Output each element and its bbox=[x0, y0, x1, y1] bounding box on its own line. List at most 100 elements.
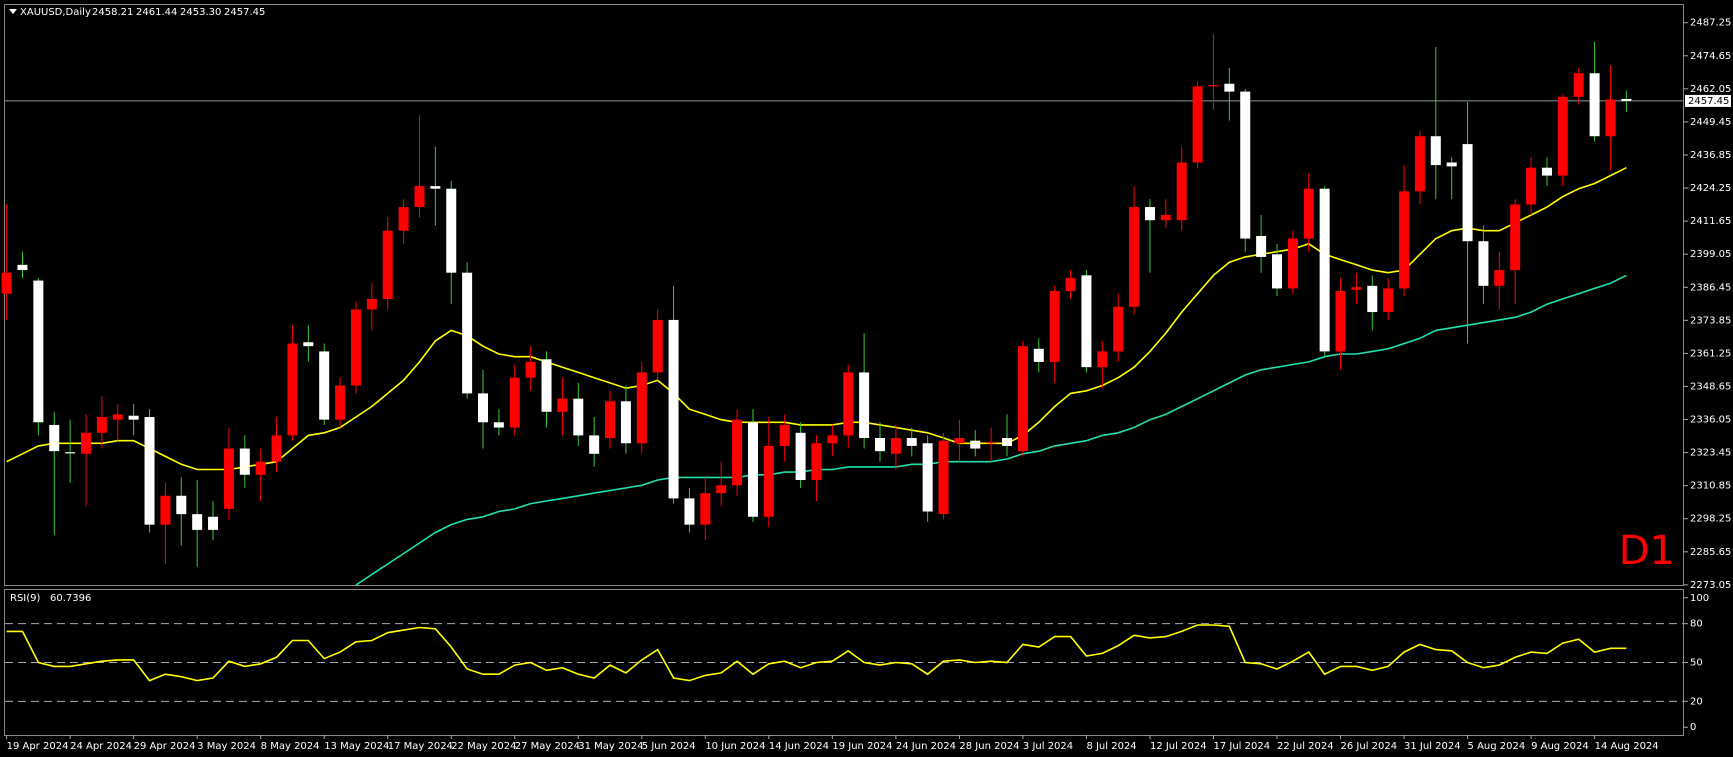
candle-body bbox=[1160, 214, 1171, 221]
candle-body bbox=[922, 443, 933, 512]
y-tick-label: 100 bbox=[1690, 593, 1709, 604]
y-tick-label: 2411.65 bbox=[1690, 216, 1731, 227]
y-tick-label: 2386.45 bbox=[1690, 282, 1731, 293]
ohlc-label: 2461.44 bbox=[136, 7, 177, 18]
candle-body bbox=[732, 419, 743, 486]
candle-body bbox=[255, 461, 266, 475]
candle-body bbox=[1192, 86, 1203, 163]
candle-body bbox=[1557, 96, 1568, 176]
candle-body bbox=[620, 401, 631, 444]
candle-body bbox=[1621, 98, 1632, 101]
candle-body bbox=[890, 438, 901, 454]
candle-body bbox=[1065, 277, 1076, 292]
candle-body bbox=[1494, 270, 1505, 286]
ohlc-label: 2453.30 bbox=[180, 7, 221, 18]
x-tick-label: 26 Jul 2024 bbox=[1341, 741, 1398, 752]
y-tick-label: 2424.25 bbox=[1690, 183, 1731, 194]
x-tick-label: 22 Jul 2024 bbox=[1277, 741, 1334, 752]
candle-body bbox=[1144, 207, 1155, 221]
x-tick-label: 10 Jun 2024 bbox=[705, 741, 765, 752]
candle-body bbox=[1510, 204, 1521, 271]
candle-body bbox=[1399, 191, 1410, 289]
candle-body bbox=[1240, 91, 1251, 239]
candle-body bbox=[160, 495, 171, 525]
candle-body bbox=[223, 448, 234, 509]
y-tick-label: 2436.85 bbox=[1690, 150, 1731, 161]
y-tick-label: 2474.65 bbox=[1690, 51, 1731, 62]
candle-body bbox=[96, 417, 107, 433]
candle-body bbox=[573, 398, 584, 436]
candle-body bbox=[1446, 162, 1457, 167]
y-tick-label: 50 bbox=[1690, 658, 1703, 669]
candle-body bbox=[684, 498, 695, 525]
candle-body bbox=[541, 359, 552, 412]
candle-body bbox=[414, 186, 425, 208]
candle-body bbox=[986, 441, 997, 444]
timeframe-label: D1 bbox=[1619, 528, 1675, 574]
candle-body bbox=[239, 448, 250, 475]
candle-body bbox=[1351, 287, 1362, 290]
candle-body bbox=[1589, 73, 1600, 137]
candle-body bbox=[1541, 167, 1552, 176]
x-tick-label: 31 May 2024 bbox=[578, 741, 643, 752]
candle-body bbox=[1256, 235, 1267, 257]
candle-body bbox=[1, 272, 12, 294]
candle-body bbox=[462, 272, 473, 394]
candle-body bbox=[1049, 291, 1060, 362]
y-tick-label: 2399.05 bbox=[1690, 249, 1731, 260]
x-tick-label: 13 May 2024 bbox=[324, 741, 389, 752]
x-tick-label: 27 May 2024 bbox=[515, 741, 580, 752]
candle-body bbox=[1017, 346, 1028, 452]
header: XAUUSD,Daily 2458.21 2461.44 2453.30 245… bbox=[9, 7, 265, 18]
candle-body bbox=[779, 424, 790, 446]
x-tick-label: 5 Aug 2024 bbox=[1468, 741, 1526, 752]
candle-body bbox=[366, 298, 377, 310]
x-tick-label: 22 May 2024 bbox=[451, 741, 516, 752]
x-tick-label: 12 Jul 2024 bbox=[1150, 741, 1207, 752]
y-tick-label: 2361.25 bbox=[1690, 348, 1731, 359]
candle-body bbox=[1430, 136, 1441, 166]
y-tick-label: 2298.25 bbox=[1690, 514, 1731, 525]
candle-body bbox=[700, 493, 711, 525]
x-tick-label: 28 Jun 2024 bbox=[959, 741, 1019, 752]
candle-body bbox=[763, 445, 774, 517]
candle-body bbox=[430, 186, 441, 189]
candle-body bbox=[287, 343, 298, 436]
candle-body bbox=[605, 401, 616, 439]
x-tick-label: 17 May 2024 bbox=[388, 741, 453, 752]
x-tick-label: 3 May 2024 bbox=[197, 741, 256, 752]
candle-body bbox=[859, 372, 870, 439]
candle-body bbox=[17, 264, 28, 271]
y-tick-label: 2285.65 bbox=[1690, 547, 1731, 558]
candle-body bbox=[1414, 136, 1425, 192]
ohlc-label: 2458.21 bbox=[92, 7, 133, 18]
y-tick-label: 2462.05 bbox=[1690, 84, 1731, 95]
candle-body bbox=[557, 398, 568, 412]
x-tick-label: 24 Jun 2024 bbox=[896, 741, 956, 752]
y-tick-label: 2449.45 bbox=[1690, 117, 1731, 128]
candle-body bbox=[795, 432, 806, 481]
candle-body bbox=[81, 432, 91, 454]
candle-body bbox=[1526, 167, 1537, 205]
candle-body bbox=[1319, 188, 1330, 352]
y-tick-label: 2273.05 bbox=[1690, 580, 1731, 591]
x-tick-label: 31 Jul 2024 bbox=[1404, 741, 1461, 752]
candle-body bbox=[478, 393, 488, 423]
candle-body bbox=[398, 207, 409, 231]
candle-body bbox=[303, 342, 314, 347]
symbol-label: XAUUSD,Daily bbox=[20, 7, 91, 18]
candle-body bbox=[938, 440, 949, 515]
y-tick-label: 0 bbox=[1690, 722, 1696, 733]
y-tick-label: 20 bbox=[1690, 696, 1703, 707]
candle-body bbox=[1224, 83, 1235, 92]
y-tick-label: 2487.25 bbox=[1690, 18, 1731, 29]
candle-body bbox=[843, 372, 854, 436]
candle-body bbox=[747, 422, 758, 517]
moving-average bbox=[355, 274, 1627, 586]
candle-body bbox=[208, 516, 219, 530]
y-tick-label: 80 bbox=[1690, 619, 1703, 630]
x-tick-label: 9 Aug 2024 bbox=[1531, 741, 1589, 752]
menu-arrow bbox=[9, 9, 17, 14]
